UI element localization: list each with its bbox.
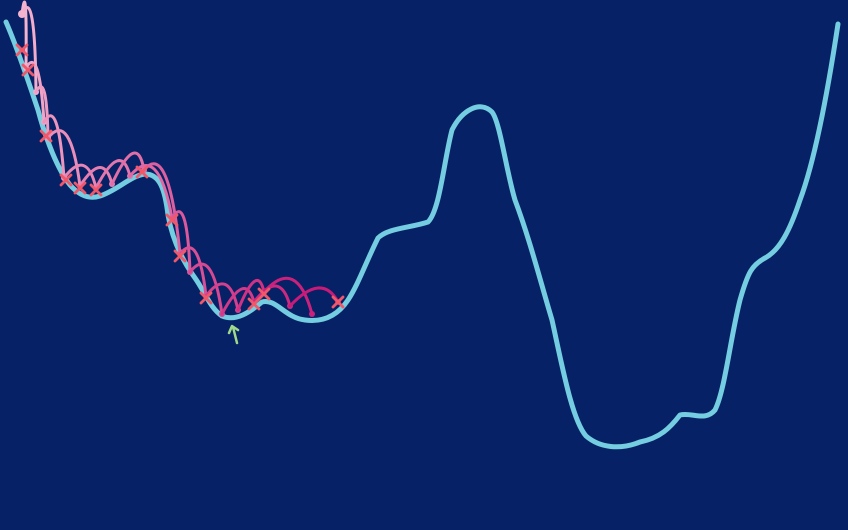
rejected-cross-icon [247,297,261,311]
rejected-cross-icon [15,43,29,57]
minimum-arrow-icon [227,324,240,345]
rejected-cross-icon [173,249,187,263]
hop-arc [252,284,292,308]
hop-arc [128,164,174,220]
hop-arc [262,276,314,316]
hop-arc [170,210,192,274]
rejected-cross-icon [135,165,149,179]
hop-arcs [18,0,341,317]
rejected-cross-icon [89,183,103,197]
rejected-cross-icon [199,291,213,305]
rejected-markers [15,43,345,311]
arrow-head [227,324,240,335]
rejected-cross-icon [73,181,87,195]
rejected-cross-icon [39,129,53,143]
rejected-cross-icon [257,287,271,301]
hop-arc [20,6,38,94]
hop-arc [42,114,66,180]
rejected-cross-icon [165,213,179,227]
start-point [18,10,26,18]
rejected-cross-icon [59,173,73,187]
hop-arc [204,282,240,312]
hop-arc [78,166,114,188]
hop-arc [34,85,50,140]
hop-arc [62,163,98,190]
hop-arc [46,129,82,188]
rejected-cross-icon [21,63,35,77]
hop-arc [142,162,182,256]
hop-arc [188,262,224,316]
hop-arc [110,151,146,186]
rejected-cross-icon [331,295,345,309]
hop-arc [236,279,266,312]
hop-arc [24,60,46,124]
hop-arc [220,287,256,316]
hop-arc [178,246,208,298]
hop-arc [94,159,132,190]
hop-endpoint [309,311,315,317]
arrow-shaft [231,325,239,345]
